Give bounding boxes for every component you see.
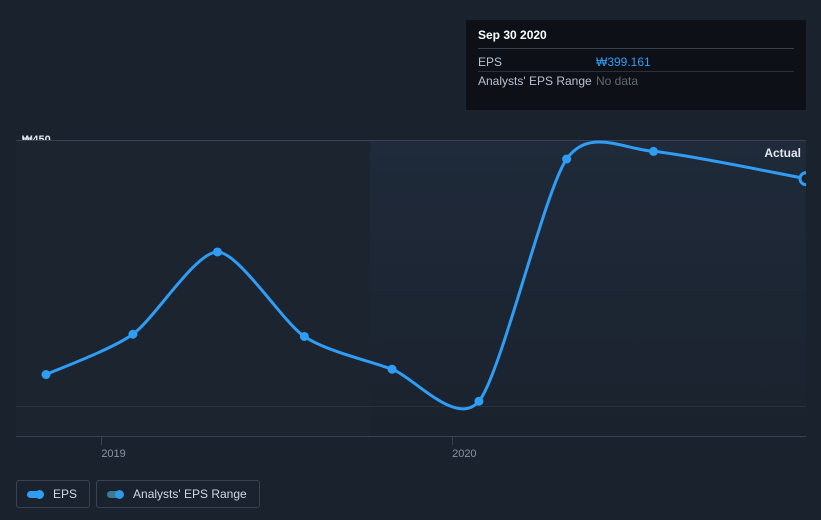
- chart-container: Sep 30 2020 EPS₩399.161Analysts' EPS Ran…: [0, 0, 821, 520]
- chart-plot-area[interactable]: [16, 140, 806, 437]
- legend-label: EPS: [53, 487, 77, 501]
- x-axis-tick: 2019: [101, 448, 125, 460]
- tooltip-row-value: ₩399.161: [596, 55, 651, 69]
- tooltip-row: Analysts' EPS RangeNo data: [478, 72, 794, 90]
- x-axis-tick-mark: [101, 437, 102, 445]
- legend-item-analysts-range[interactable]: Analysts' EPS Range: [96, 480, 260, 508]
- x-axis-tick-label: 2020: [452, 448, 476, 460]
- legend-swatch-icon: [27, 491, 43, 498]
- legend-item-eps[interactable]: EPS: [16, 480, 90, 508]
- x-axis-tick: 2020: [452, 448, 476, 460]
- chart-legend: EPS Analysts' EPS Range: [16, 480, 260, 508]
- tooltip-row: EPS₩399.161: [478, 53, 794, 72]
- x-axis-tick-label: 2019: [101, 448, 125, 460]
- legend-swatch-icon: [107, 491, 123, 498]
- tooltip-date: Sep 30 2020: [478, 28, 794, 49]
- actual-region-label: Actual: [764, 146, 801, 160]
- line-chart-svg: [16, 140, 806, 437]
- hover-tooltip: Sep 30 2020 EPS₩399.161Analysts' EPS Ran…: [466, 20, 806, 110]
- tooltip-row-label: Analysts' EPS Range: [478, 74, 596, 88]
- tooltip-row-value: No data: [596, 74, 638, 88]
- x-axis-tick-mark: [452, 437, 453, 445]
- tooltip-row-label: EPS: [478, 55, 596, 69]
- legend-label: Analysts' EPS Range: [133, 487, 247, 501]
